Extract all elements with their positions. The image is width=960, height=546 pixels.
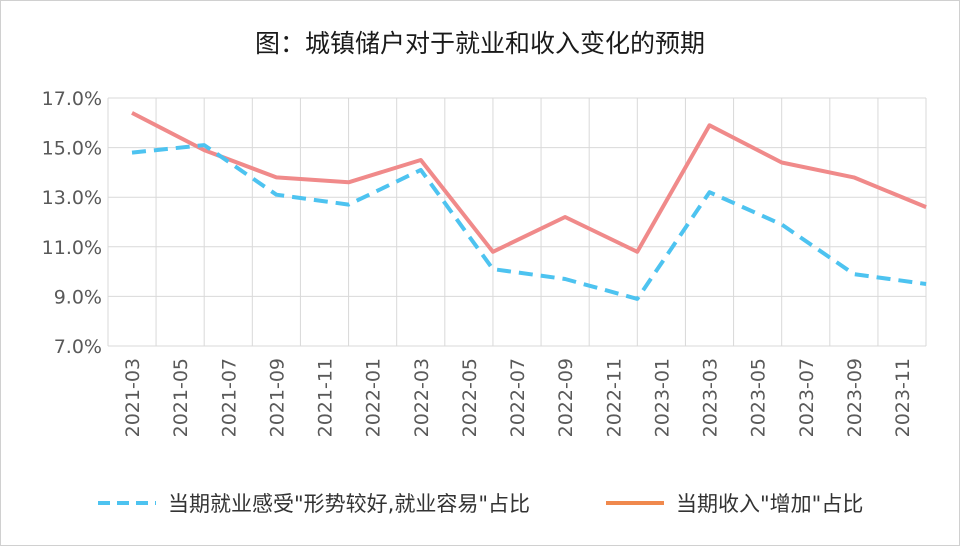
x-tick-label: 2021-09 bbox=[266, 358, 288, 437]
data-point bbox=[347, 203, 350, 206]
data-point bbox=[708, 124, 711, 127]
data-point bbox=[852, 176, 855, 179]
data-point bbox=[419, 168, 422, 171]
x-tick-label: 2022-05 bbox=[459, 358, 481, 437]
data-point bbox=[636, 250, 639, 253]
y-tick-label: 9.0% bbox=[54, 286, 102, 308]
data-point bbox=[564, 278, 567, 281]
data-point bbox=[636, 297, 639, 300]
x-tick-label: 2022-01 bbox=[363, 358, 385, 437]
x-tick-label: 2023-11 bbox=[892, 358, 914, 437]
x-tick-label: 2023-05 bbox=[748, 358, 770, 437]
legend-swatch-employment bbox=[98, 501, 156, 505]
data-point bbox=[347, 181, 350, 184]
x-tick-label: 2021-07 bbox=[218, 358, 240, 437]
legend-item-employment[interactable]: 当期就业感受"形势较好,就业容易"占比 bbox=[96, 486, 530, 520]
x-tick-label: 2023-09 bbox=[844, 358, 866, 437]
horizontal-gridlines bbox=[108, 97, 926, 347]
data-point bbox=[925, 206, 928, 209]
y-axis-tick-labels: 17.0% 15.0% 13.0% 11.0% 9.0% 7.0% bbox=[42, 88, 102, 358]
y-tick-label: 7.0% bbox=[54, 336, 102, 358]
data-point bbox=[275, 193, 278, 196]
data-point bbox=[131, 111, 134, 114]
chart-title: 图：城镇储户对于就业和收入变化的预期 bbox=[254, 29, 705, 58]
x-tick-label: 2021-05 bbox=[170, 358, 192, 437]
series-line-0 bbox=[131, 143, 927, 301]
legend-label-employment: 当期就业感受"形势较好,就业容易"占比 bbox=[168, 492, 530, 516]
data-point bbox=[275, 176, 278, 179]
vertical-gridlines bbox=[107, 98, 927, 346]
data-point bbox=[419, 159, 422, 162]
y-tick-label: 17.0% bbox=[42, 88, 102, 110]
y-tick-label: 13.0% bbox=[42, 187, 102, 209]
legend-swatch-income bbox=[606, 501, 664, 505]
data-point bbox=[852, 273, 855, 276]
data-point bbox=[131, 151, 134, 154]
series-line-1 bbox=[131, 111, 927, 254]
x-tick-label: 2021-03 bbox=[122, 358, 144, 437]
data-point bbox=[925, 283, 928, 286]
data-point bbox=[708, 191, 711, 194]
x-tick-label: 2022-09 bbox=[555, 358, 577, 437]
x-tick-label: 2022-07 bbox=[507, 358, 529, 437]
data-point bbox=[491, 268, 494, 271]
series-layer bbox=[131, 111, 928, 301]
y-tick-label: 15.0% bbox=[42, 138, 102, 160]
x-tick-label: 2021-11 bbox=[315, 358, 337, 437]
data-point bbox=[203, 144, 206, 147]
x-tick-label: 2023-07 bbox=[796, 358, 818, 437]
data-point bbox=[564, 216, 567, 219]
data-point bbox=[491, 250, 494, 253]
data-point bbox=[780, 161, 783, 164]
data-point bbox=[780, 223, 783, 226]
x-tick-label: 2023-01 bbox=[651, 358, 673, 437]
data-point bbox=[203, 149, 206, 152]
legend-item-income[interactable]: 当期收入"增加"占比 bbox=[604, 486, 863, 520]
legend-label-income: 当期收入"增加"占比 bbox=[676, 492, 864, 516]
x-axis-tick-labels: 2021-03 2021-05 2021-07 2021-09 2021-11 2022-… bbox=[122, 358, 914, 437]
y-tick-label: 11.0% bbox=[42, 237, 102, 259]
x-tick-label: 2023-03 bbox=[700, 358, 722, 437]
x-tick-label: 2022-11 bbox=[603, 358, 625, 437]
legend: 当期就业感受"形势较好,就业容易"占比 当期收入"增加"占比 bbox=[0, 486, 960, 520]
x-tick-label: 2022-03 bbox=[411, 358, 433, 437]
